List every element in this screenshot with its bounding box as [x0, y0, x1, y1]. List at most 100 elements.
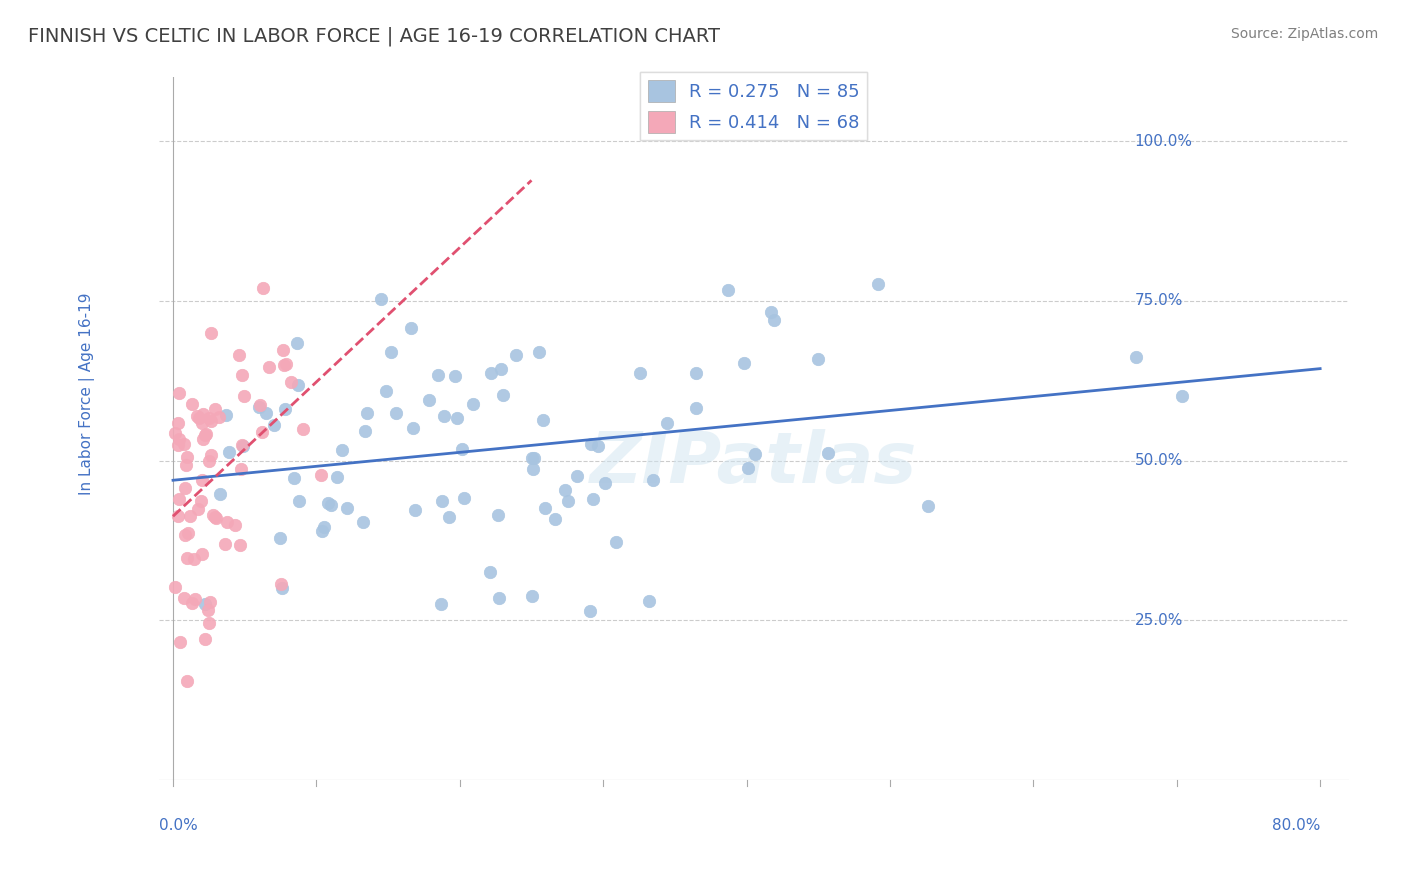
Point: [249, 398, 271, 412]
Point: [531, 413, 554, 427]
Point: [557, 494, 579, 508]
Point: [430, 493, 453, 508]
Point: [232, 438, 254, 452]
Point: [761, 305, 783, 319]
Point: [283, 470, 305, 484]
Point: [188, 410, 211, 425]
Point: [165, 580, 187, 594]
Point: [252, 281, 274, 295]
Point: [181, 596, 204, 610]
Point: [685, 366, 707, 380]
Point: [453, 491, 475, 505]
Point: [269, 531, 291, 545]
Point: [167, 386, 190, 401]
Point: [285, 336, 308, 351]
Point: [309, 467, 332, 482]
Point: [197, 454, 219, 468]
Point: [288, 493, 311, 508]
Point: [593, 475, 616, 490]
Point: [191, 407, 214, 421]
Point: [270, 577, 292, 591]
Point: [169, 635, 191, 649]
Point: [917, 500, 939, 514]
Text: ZIPatlas: ZIPatlas: [591, 429, 918, 499]
Point: [868, 277, 890, 292]
Point: [191, 416, 214, 430]
Point: [167, 432, 190, 446]
Point: [807, 352, 830, 367]
Point: [430, 597, 453, 611]
Point: [187, 502, 209, 516]
Point: [565, 468, 588, 483]
Point: [492, 388, 515, 402]
Point: [554, 483, 576, 498]
Point: [186, 409, 208, 424]
Point: [717, 283, 740, 297]
Point: [1171, 389, 1194, 403]
Point: [173, 481, 195, 495]
Point: [1125, 350, 1147, 364]
Point: [488, 591, 510, 606]
Point: [326, 470, 349, 484]
Point: [228, 348, 250, 362]
Point: [194, 597, 217, 611]
Point: [737, 461, 759, 475]
Point: [208, 410, 231, 425]
Point: [176, 551, 198, 566]
Point: [214, 409, 236, 423]
Point: [273, 401, 295, 416]
Point: [733, 356, 755, 370]
Point: [257, 360, 280, 375]
Point: [402, 421, 425, 435]
Point: [336, 501, 359, 516]
Point: [427, 368, 450, 382]
Point: [356, 406, 378, 420]
Point: [263, 417, 285, 432]
Point: [638, 593, 661, 607]
Point: [169, 492, 191, 507]
Point: [197, 602, 219, 616]
Point: [605, 534, 627, 549]
Point: [184, 592, 207, 607]
Point: [214, 537, 236, 551]
Text: 75.0%: 75.0%: [1135, 293, 1182, 309]
Legend: R = 0.275   N = 85, R = 0.414   N = 68: R = 0.275 N = 85, R = 0.414 N = 68: [641, 72, 868, 140]
Point: [446, 411, 468, 425]
Text: In Labor Force | Age 16-19: In Labor Force | Age 16-19: [79, 293, 96, 495]
Point: [685, 401, 707, 416]
Point: [173, 437, 195, 451]
Point: [491, 361, 513, 376]
Point: [433, 409, 456, 423]
Point: [200, 448, 222, 462]
Point: [579, 604, 602, 618]
Point: [276, 358, 298, 372]
Point: [247, 401, 270, 415]
Point: [174, 527, 197, 541]
Point: [486, 508, 509, 523]
Point: [173, 591, 195, 605]
Point: [352, 516, 374, 530]
Point: [479, 566, 502, 580]
Point: [370, 292, 392, 306]
Point: [232, 389, 254, 403]
Point: [641, 473, 664, 487]
Text: 50.0%: 50.0%: [1135, 453, 1182, 468]
Point: [314, 520, 336, 534]
Point: [330, 442, 353, 457]
Point: [522, 450, 544, 465]
Point: [200, 595, 222, 609]
Point: [163, 425, 186, 440]
Point: [628, 366, 651, 380]
Point: [167, 438, 190, 452]
Point: [177, 525, 200, 540]
Point: [191, 474, 214, 488]
Point: [229, 538, 252, 552]
Point: [479, 366, 502, 380]
Point: [523, 450, 546, 465]
Point: [250, 425, 273, 439]
Point: [399, 320, 422, 334]
Point: [176, 673, 198, 688]
Point: [209, 487, 232, 501]
Text: 80.0%: 80.0%: [1272, 818, 1320, 833]
Point: [202, 508, 225, 523]
